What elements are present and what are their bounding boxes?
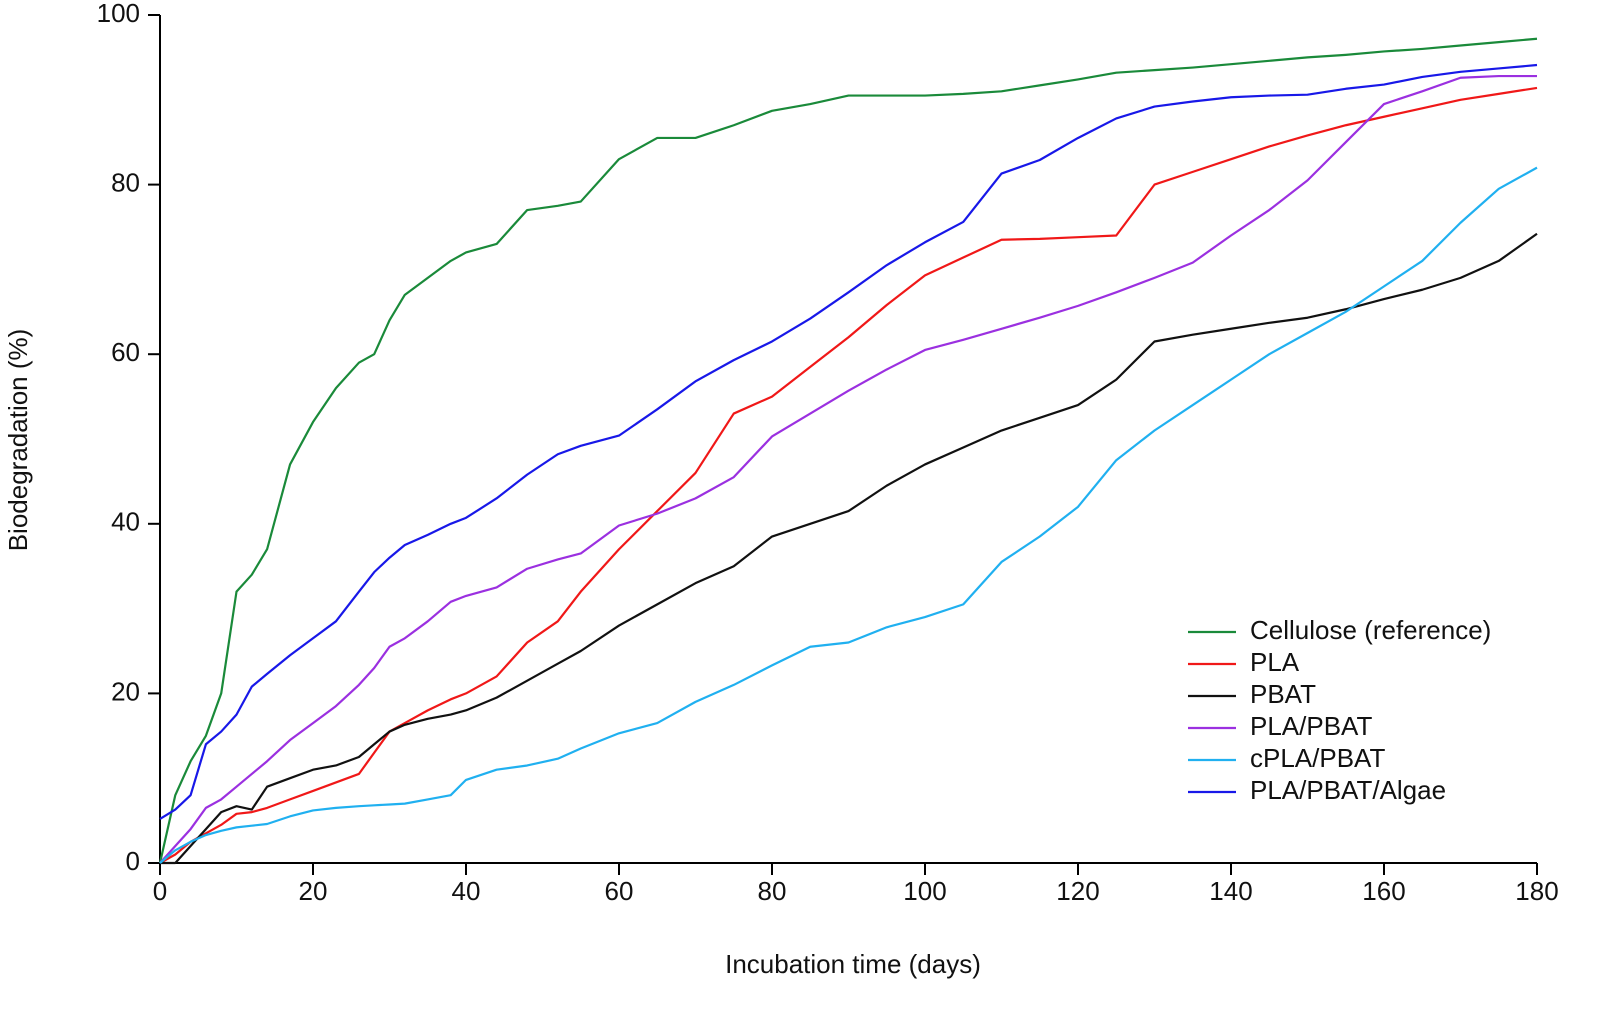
x-tick-label: 120	[1056, 876, 1099, 906]
legend-label: Cellulose (reference)	[1250, 615, 1491, 645]
x-tick-label: 80	[758, 876, 787, 906]
data-line	[158, 37, 1538, 864]
x-tick-label: 140	[1209, 876, 1252, 906]
legend-label: PLA	[1250, 647, 1300, 677]
x-axis-title: Incubation time (days)	[725, 949, 981, 979]
y-tick-label: 60	[111, 337, 140, 367]
legend-label: cPLA/PBAT	[1250, 743, 1385, 773]
y-tick-label: 40	[111, 507, 140, 537]
x-tick-label: 60	[605, 876, 634, 906]
legend-label: PBAT	[1250, 679, 1316, 709]
y-tick-label: 100	[97, 0, 140, 28]
x-tick-label: 180	[1515, 876, 1558, 906]
y-tick-label: 20	[111, 676, 140, 706]
data-line	[160, 232, 1538, 865]
legend-label: PLA/PBAT/Algae	[1250, 775, 1446, 805]
x-tick-label: 20	[299, 876, 328, 906]
y-tick-label: 0	[126, 846, 140, 876]
x-tick-label: 100	[903, 876, 946, 906]
x-tick-label: 0	[153, 876, 167, 906]
data-line	[159, 74, 1537, 864]
y-axis-title: Biodegradation (%)	[3, 329, 33, 552]
legend-label: PLA/PBAT	[1250, 711, 1372, 741]
y-tick-label: 80	[111, 167, 140, 197]
x-tick-label: 160	[1362, 876, 1405, 906]
data-line	[159, 86, 1538, 864]
data-line	[159, 63, 1538, 820]
data-line	[159, 166, 1538, 864]
x-tick-label: 40	[452, 876, 481, 906]
